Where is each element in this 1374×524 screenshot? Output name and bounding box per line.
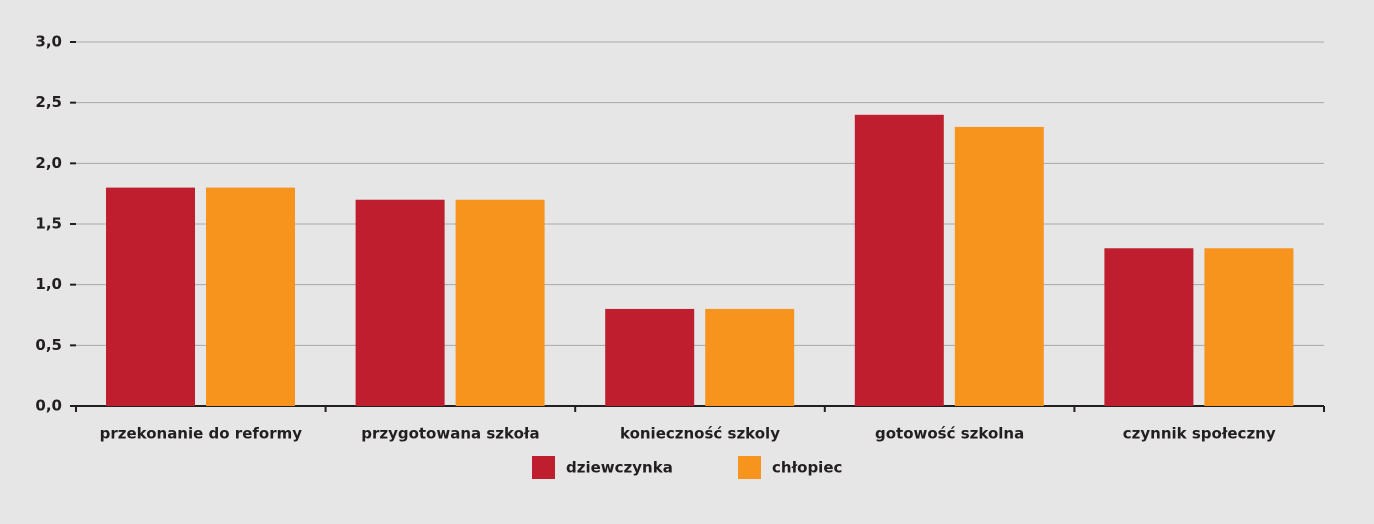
bar <box>1104 248 1194 406</box>
x-tick-label: konieczność szkoly <box>620 425 780 443</box>
legend-label: chłopiec <box>772 459 842 477</box>
legend-swatch <box>738 456 761 479</box>
bar <box>206 187 295 406</box>
y-tick-label: 0,5 <box>35 336 62 354</box>
x-tick-label: czynnik społeczny <box>1123 425 1276 443</box>
bar <box>854 114 944 407</box>
x-tick-label: przygotowana szkoła <box>361 425 539 443</box>
y-tick-label: 0,0 <box>35 397 62 415</box>
bar <box>355 199 445 406</box>
y-tick-label: 2,0 <box>35 154 62 172</box>
legend-label: dziewczynka <box>566 459 673 477</box>
legend-swatch <box>532 456 555 479</box>
bar <box>106 187 195 406</box>
bar <box>705 308 795 406</box>
y-tick-label: 2,5 <box>35 93 62 111</box>
y-tick-label: 1,0 <box>35 275 62 293</box>
y-tick-label: 3,0 <box>35 33 62 51</box>
x-tick-label: przekonanie do reformy <box>100 425 303 443</box>
y-tick-label: 1,5 <box>35 215 62 233</box>
bar <box>1204 248 1294 406</box>
bar <box>605 308 695 406</box>
x-tick-label: gotowość szkolna <box>875 425 1024 443</box>
bar <box>455 199 545 406</box>
bar <box>954 126 1044 406</box>
